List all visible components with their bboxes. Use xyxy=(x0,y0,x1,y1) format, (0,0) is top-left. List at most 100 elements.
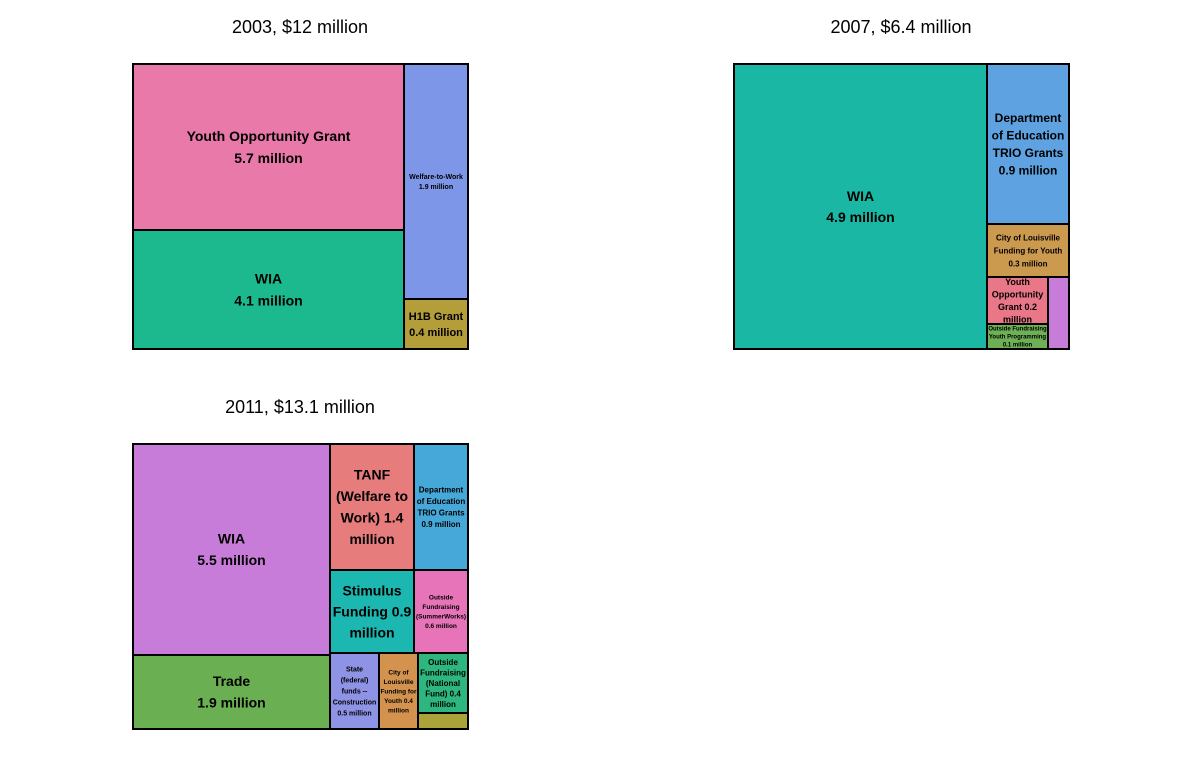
tile-2007-department-of-education-trio-grants xyxy=(986,63,1070,225)
treemap-2011: 2011, $13.1 million WIA 5.5 million Trade 1… xyxy=(132,397,469,730)
tile-2011-city-of-louisville-funding-for-youth-label-line: Louisville xyxy=(384,679,414,686)
tiles-2003: Youth Opportunity Grant 5.7 million WIA 4.1… xyxy=(132,63,469,350)
tile-2011-state-federal-funds-construction xyxy=(329,652,380,730)
tile-2011-outside-fundraising-national-fund-label-line: (National xyxy=(426,679,460,688)
tile-2011-wia xyxy=(132,443,331,656)
tile-2003-youth-opportunity-grant-label: Youth Opportunity Grant 5.7 million xyxy=(187,128,351,166)
tile-2011-city-of-louisville-funding-for-youth-label-line: Funding for xyxy=(380,688,417,695)
tile-2007-wia-label-line: 4.9 million xyxy=(826,209,894,225)
tiles-2007: WIA 4.9 million Department of Education TRIO… xyxy=(733,63,1070,350)
tile-2011-state-federal-funds-construction-label-line: funds -- xyxy=(342,689,368,696)
tile-2011-outside-fundraising-summerworks-label-line: Fundraising xyxy=(422,604,459,611)
tile-2011-outside-fundraising-national-fund-label-line: Outside xyxy=(428,658,458,667)
chart-title-2007: 2007, $6.4 million xyxy=(830,17,971,37)
tile-2011-city-of-louisville-funding-for-youth-label-line: City of xyxy=(388,669,409,676)
tile-2003-wia-label-line: 4.1 million xyxy=(234,292,302,308)
tile-2011-department-of-education-trio-grants-label-line: of Education xyxy=(417,497,466,506)
tile-2007-outside-fundraising-youth-programming-label-line: 0.1 million xyxy=(1003,343,1033,349)
tile-2011-outside-fundraising-summerworks xyxy=(413,569,469,654)
tile-2007-youth-opportunity-grant-label-line: million xyxy=(1003,314,1032,324)
tile-2003-welfare-to-work-label-line: Welfare-to-Work xyxy=(409,174,463,181)
tile-2003-wia xyxy=(132,229,405,350)
tile-2011-state-federal-funds-construction-label-line: State xyxy=(346,667,363,674)
frame-2011 xyxy=(132,443,469,730)
tile-2011-state-federal-funds-construction-label: State (federal) funds -- Construction 0.5 mi… xyxy=(333,667,377,718)
tile-2007-department-of-education-trio-grants-label: Department of Education TRIO Grants 0.9 mil… xyxy=(992,111,1065,177)
tile-2007-wia-label: WIA 4.9 million xyxy=(826,188,894,225)
tile-2011-outside-fundraising-national-fund-label: Outside Fundraising (National Fund) 0.4 mill… xyxy=(420,658,466,709)
tile-2007-city-of-louisville-funding-for-youth-label-line: City of Louisville xyxy=(996,233,1061,242)
tile-2007-youth-opportunity-grant xyxy=(986,276,1049,325)
tile-2011-city-of-louisville-funding-for-youth-label-line: million xyxy=(388,707,409,714)
tile-2011-tanf-welfare-to-work-label-line: million xyxy=(349,531,394,547)
tile-2011-wia-label-line: 5.5 million xyxy=(197,552,265,568)
frame-2003 xyxy=(132,63,469,350)
tile-2007-outside-fundraising-youth-programming-label-line: Outside Fundraising xyxy=(988,327,1047,333)
tile-2007-unlabeled-5 xyxy=(1047,276,1070,350)
tile-2011-trade-label-line: Trade xyxy=(213,673,251,689)
tile-2007-department-of-education-trio-grants-label-line: 0.9 million xyxy=(999,163,1058,177)
tile-2003-youth-opportunity-grant-label-line: Youth Opportunity Grant xyxy=(187,128,351,144)
tile-2011-department-of-education-trio-grants-label-line: 0.9 million xyxy=(421,520,460,529)
tile-2011-city-of-louisville-funding-for-youth-label: City of Louisville Funding for Youth 0.4 mil… xyxy=(380,669,417,714)
tile-2007-wia xyxy=(733,63,988,350)
tile-2011-trade-label-line: 1.9 million xyxy=(197,695,265,711)
tile-2011-trade xyxy=(132,654,331,730)
tile-2003-h1b-grant xyxy=(403,298,469,350)
tile-2003-wia-label-line: WIA xyxy=(255,270,282,286)
tile-2011-unlabeled-9 xyxy=(417,712,469,730)
tile-2011-outside-fundraising-national-fund-label-line: Fund) 0.4 xyxy=(425,689,461,698)
tile-2011-outside-fundraising-summerworks-label: Outside Fundraising (SummerWorks) 0.6 milli… xyxy=(416,595,466,631)
tile-2011-tanf-welfare-to-work xyxy=(329,443,415,571)
tile-2011-outside-fundraising-national-fund-label-line: million xyxy=(430,700,456,709)
tile-2011-stimulus-funding xyxy=(329,569,415,654)
tiles-2011: WIA 5.5 million Trade 1.9 million TANF (Welfa… xyxy=(132,443,469,730)
tile-2011-tanf-welfare-to-work-label-line: TANF xyxy=(354,467,391,483)
tile-2003-welfare-to-work xyxy=(403,63,469,300)
tile-2011-department-of-education-trio-grants-label-line: TRIO Grants xyxy=(417,509,465,518)
tile-2007-city-of-louisville-funding-for-youth-label: City of Louisville Funding for Youth 0.3 m… xyxy=(994,233,1063,268)
tile-2011-state-federal-funds-construction-label-line: Construction xyxy=(333,700,377,707)
tile-2003-h1b-grant-label-line: 0.4 million xyxy=(409,327,463,339)
tile-2011-state-federal-funds-construction-label-line: (federal) xyxy=(341,678,369,685)
tile-2003-youth-opportunity-grant xyxy=(132,63,405,231)
tile-2007-youth-opportunity-grant-label-line: Opportunity xyxy=(992,289,1044,299)
tile-2011-wia-label-line: WIA xyxy=(218,531,245,547)
tile-2011-tanf-welfare-to-work-label: TANF (Welfare to Work) 1.4 million xyxy=(336,467,408,547)
tile-2007-outside-fundraising-youth-programming-label-line: Youth Programming xyxy=(989,335,1047,341)
tile-2011-outside-fundraising-summerworks-label-line: Outside xyxy=(429,595,454,602)
tile-2003-welfare-to-work-label: Welfare-to-Work 1.9 million xyxy=(409,174,463,191)
tile-2007-wia-label-line: WIA xyxy=(847,188,874,204)
treemap-2003: 2003, $12 million Youth Opportunity Gran… xyxy=(132,17,469,350)
tile-2011-outside-fundraising-national-fund-label-line: Fundraising xyxy=(420,668,466,677)
tile-2007-youth-opportunity-grant-label-line: Youth xyxy=(1005,277,1030,287)
chart-title-2011: 2011, $13.1 million xyxy=(225,397,375,417)
tile-2003-welfare-to-work-label-line: 1.9 million xyxy=(419,184,453,191)
tile-2007-youth-opportunity-grant-label-line: Grant 0.2 xyxy=(998,302,1037,312)
tile-2011-stimulus-funding-label: Stimulus Funding 0.9 million xyxy=(333,582,412,640)
tile-2003-h1b-grant-label-line: H1B Grant xyxy=(409,311,464,323)
tile-2007-city-of-louisville-funding-for-youth-label-line: 0.3 million xyxy=(1008,259,1047,268)
tile-2007-department-of-education-trio-grants-label-line: Department xyxy=(995,111,1062,125)
tile-2003-wia-label: WIA 4.1 million xyxy=(234,270,302,308)
tile-2007-department-of-education-trio-grants-label-line: TRIO Grants xyxy=(993,146,1064,160)
tile-2011-outside-fundraising-national-fund xyxy=(417,652,469,714)
tile-2011-city-of-louisville-funding-for-youth-label-line: Youth 0.4 xyxy=(384,698,413,705)
tile-2007-department-of-education-trio-grants-label-line: of Education xyxy=(992,128,1065,142)
tile-2011-wia-label: WIA 5.5 million xyxy=(197,531,265,569)
treemap-2007: 2007, $6.4 million WIA 4.9 million Departm… xyxy=(733,17,1070,350)
tile-2011-trade-label: Trade 1.9 million xyxy=(197,673,265,711)
tile-2011-outside-fundraising-summerworks-label-line: (SummerWorks) xyxy=(416,614,466,621)
tile-2007-city-of-louisville-funding-for-youth-label-line: Funding for Youth xyxy=(994,246,1063,255)
tile-2003-h1b-grant-label: H1B Grant 0.4 million xyxy=(409,311,464,339)
tile-2011-stimulus-funding-label-line: Funding 0.9 xyxy=(333,603,412,619)
tile-2011-stimulus-funding-label-line: Stimulus xyxy=(342,582,401,598)
tile-2011-tanf-welfare-to-work-label-line: Work) 1.4 xyxy=(341,510,404,526)
tile-2011-department-of-education-trio-grants xyxy=(413,443,469,571)
frame-2007 xyxy=(733,63,1070,350)
tile-2003-youth-opportunity-grant-label-line: 5.7 million xyxy=(234,150,302,166)
tile-2011-state-federal-funds-construction-label-line: 0.5 million xyxy=(337,711,371,718)
tile-2011-department-of-education-trio-grants-label: Department of Education TRIO Grants 0.9 mil… xyxy=(417,486,466,529)
tile-2011-department-of-education-trio-grants-label-line: Department xyxy=(419,486,464,495)
